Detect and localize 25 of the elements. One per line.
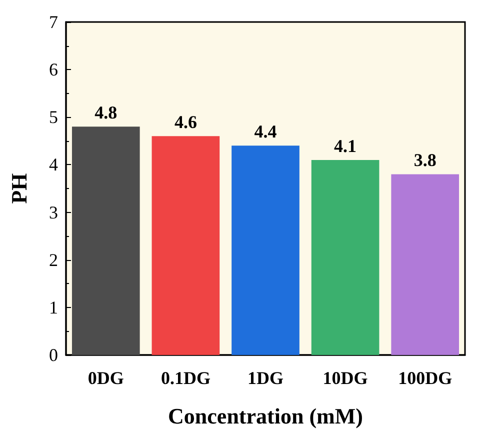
data-label: 4.6 — [174, 112, 197, 132]
data-label: 3.8 — [414, 150, 436, 170]
x-tick-label: 10DG — [322, 368, 368, 388]
bar — [152, 136, 220, 355]
bar — [72, 126, 140, 355]
x-tick-label: 100DG — [398, 368, 452, 388]
y-tick-label: 4 — [49, 154, 58, 175]
data-label: 4.1 — [334, 136, 357, 156]
y-tick-label: 7 — [49, 12, 58, 32]
y-tick-label: 2 — [49, 250, 58, 270]
y-axis-title: PH — [6, 173, 32, 204]
y-tick-label: 6 — [49, 60, 58, 80]
y-tick-label: 0 — [49, 345, 58, 365]
y-tick-label: 5 — [49, 107, 58, 128]
data-label: 4.8 — [94, 102, 118, 123]
x-axis-title: Concentration (mM) — [168, 404, 363, 428]
bar — [391, 174, 460, 355]
bar — [232, 146, 300, 355]
y-tick-label: 3 — [49, 202, 58, 222]
x-tick-label: 0.1DG — [160, 368, 210, 388]
x-tick-label: 1DG — [248, 368, 284, 388]
bar — [311, 160, 380, 355]
y-tick-label: 1 — [49, 297, 58, 318]
data-label: 4.4 — [254, 122, 277, 142]
x-tick-label: 0DG — [88, 368, 124, 388]
